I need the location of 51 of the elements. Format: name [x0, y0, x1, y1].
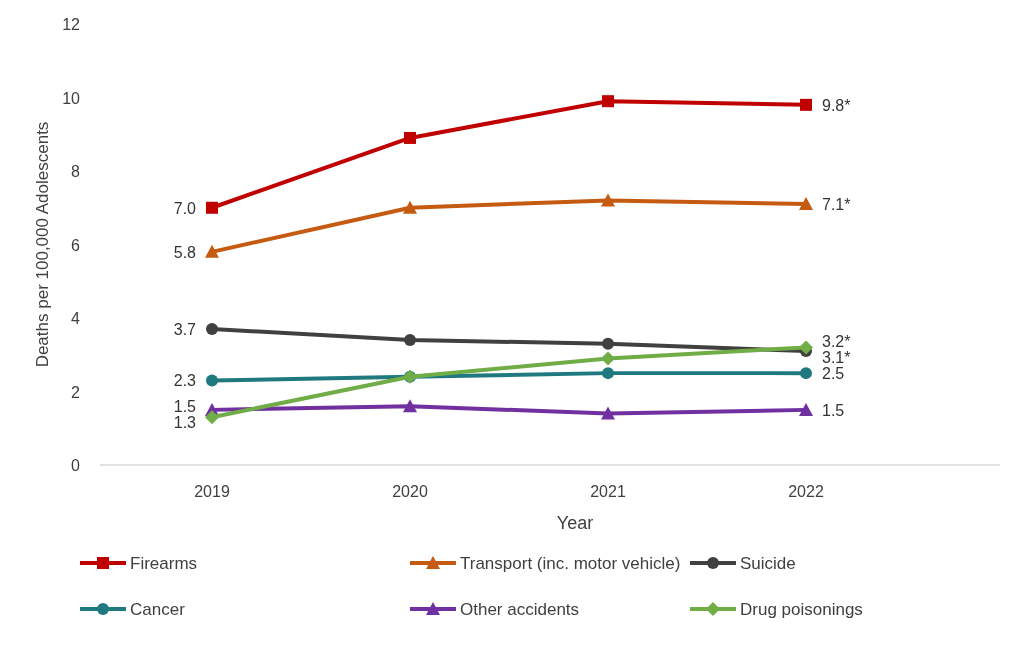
point	[206, 201, 218, 214]
legend-label: Other accidents	[460, 600, 580, 619]
y-axis-title: Deaths per 100,000 Adolescents	[33, 121, 52, 368]
data-label: 3.1*	[822, 349, 851, 367]
data-label: 7.1*	[822, 196, 851, 214]
point	[799, 340, 813, 355]
legend-label: Transport (inc. motor vehicle)	[460, 554, 681, 573]
point	[404, 334, 416, 347]
point	[403, 399, 417, 413]
legend-label: Suicide	[740, 554, 796, 573]
point	[602, 95, 614, 108]
point	[602, 367, 614, 380]
legend-label: Firearms	[130, 554, 198, 573]
legend-label: Drug poisonings	[740, 600, 863, 619]
y-tick-label: 4	[71, 310, 81, 327]
data-label: 1.5	[173, 397, 197, 415]
data-label: 7.0	[173, 199, 197, 217]
point	[601, 193, 615, 207]
y-tick-label: 2	[71, 383, 81, 401]
point	[403, 200, 417, 214]
y-tick-label: 10	[62, 89, 81, 107]
point	[602, 337, 614, 350]
legend-label: Cancer	[130, 600, 186, 619]
point	[799, 197, 813, 211]
data-label: 2.3	[173, 372, 197, 390]
point	[205, 410, 219, 425]
y-tick-label: 8	[71, 163, 81, 180]
point	[206, 374, 218, 387]
point	[800, 367, 812, 380]
y-tick-label: 6	[71, 236, 81, 254]
data-label: 3.7	[173, 321, 197, 339]
x-axis-title: Year	[556, 513, 594, 533]
point	[404, 131, 416, 144]
data-label: 5.8	[173, 243, 197, 261]
x-tick-label: 2022	[788, 483, 824, 500]
point	[800, 98, 812, 111]
point	[601, 406, 615, 420]
point	[601, 351, 615, 366]
x-tick-label: 2020	[392, 483, 428, 500]
y-tick-label: 0	[71, 457, 81, 474]
data-label: 2.5	[822, 365, 845, 383]
data-label: 1.3	[173, 413, 197, 431]
data-label: 1.5	[822, 401, 845, 419]
x-tick-label: 2021	[590, 483, 626, 500]
data-label: 9.8*	[822, 96, 851, 114]
x-tick-label: 2019	[194, 483, 230, 500]
point	[205, 244, 219, 258]
data-label: 3.2*	[822, 333, 851, 351]
point	[206, 323, 218, 336]
point	[799, 402, 813, 416]
y-tick-label: 12	[62, 16, 81, 33]
